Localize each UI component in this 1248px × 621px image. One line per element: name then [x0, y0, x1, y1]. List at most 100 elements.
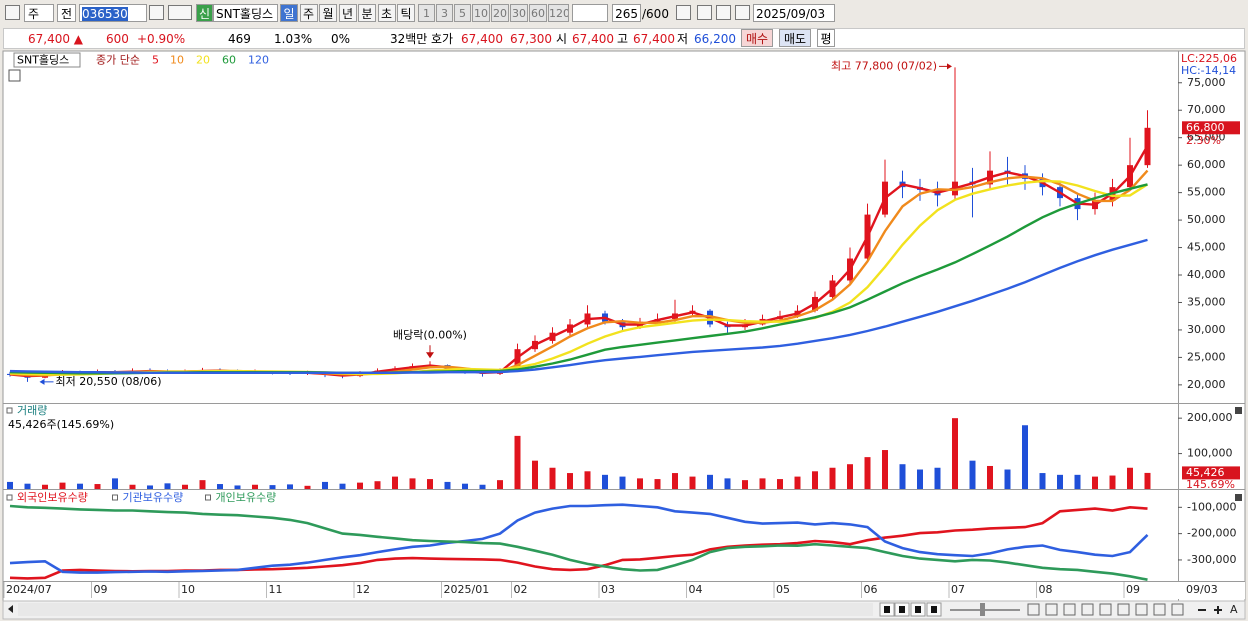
volume-bar: [672, 473, 678, 489]
playback-glyph: [899, 606, 905, 613]
volume-bar: [1144, 472, 1151, 489]
tool-icon[interactable]: [697, 5, 712, 20]
x-tick-label: 10: [181, 583, 195, 596]
sound-icon[interactable]: [168, 5, 192, 20]
tool-icon[interactable]: [676, 5, 691, 20]
x-tick-label: 07: [951, 583, 965, 596]
y-tick-label: 45,000: [1187, 241, 1226, 254]
date-input[interactable]: 2025/09/03: [753, 4, 835, 22]
x-tick-label: 03: [601, 583, 615, 596]
volume-bar: [1004, 469, 1011, 489]
y-tick-label: 200,000: [1187, 411, 1233, 424]
volume-bar: [7, 481, 13, 489]
footer-tool-icon: [1117, 603, 1130, 616]
period-button[interactable]: 월: [319, 4, 337, 22]
interval-button[interactable]: 60: [529, 4, 547, 22]
volume-bar: [199, 480, 206, 489]
close-icon: [1235, 407, 1242, 414]
close-icon: [1235, 494, 1242, 501]
legend-entry: 외국인보유수량: [17, 491, 88, 504]
volume-bar: [952, 418, 958, 489]
axis-note: HC:-14,14: [1181, 64, 1236, 77]
prev-button[interactable]: 전: [57, 4, 76, 22]
interval-button[interactable]: 3: [436, 4, 453, 22]
playback-glyph: [915, 606, 921, 613]
period-button[interactable]: 분: [358, 4, 376, 22]
interval-dropdown[interactable]: [572, 4, 608, 22]
legend-marker: [205, 494, 211, 501]
bid: 67,300: [510, 32, 552, 46]
high-label: 고: [617, 32, 629, 46]
x-tick-label: 2024/07: [6, 583, 52, 596]
volume-rate: 1.03%: [274, 32, 313, 46]
volume-bar: [322, 481, 328, 489]
font-button[interactable]: A: [1230, 603, 1238, 616]
volume-bar: [42, 484, 48, 489]
x-tick-label: 06: [864, 583, 878, 596]
interval-button[interactable]: 30: [510, 4, 528, 22]
x-tick-label: 02: [514, 583, 528, 596]
x-tick-label: 11: [269, 583, 283, 596]
period-button[interactable]: 일: [280, 4, 298, 22]
volume-bar: [1057, 474, 1063, 489]
change: 600: [106, 32, 129, 46]
x-tick-label: 2025/01: [444, 583, 490, 596]
change-rate: +0.90%: [137, 32, 186, 46]
y-tick-label: -100,000: [1187, 500, 1236, 513]
period-button[interactable]: 주: [299, 4, 318, 22]
code-input[interactable]: 036530: [79, 4, 147, 22]
last-price-tag-box: [1182, 121, 1240, 135]
settings-icon[interactable]: [735, 5, 750, 20]
sell-button[interactable]: 매도: [779, 29, 811, 47]
footer-tool-icon: [1153, 603, 1166, 616]
legend-ma-label: 종가 단순: [96, 54, 140, 67]
low: 66,200: [694, 32, 736, 46]
last-change-tag: 2.30%: [1186, 134, 1221, 147]
volume-bar: [969, 460, 976, 489]
interval-button[interactable]: 120: [548, 4, 569, 22]
buy-button[interactable]: 매수: [741, 29, 773, 47]
legend-marker: [6, 494, 13, 501]
interval-button[interactable]: 20: [491, 4, 509, 22]
volume-bar: [847, 464, 853, 489]
volume-bar: [112, 478, 118, 489]
volume-bar: [829, 467, 836, 489]
count-input[interactable]: 265: [612, 4, 641, 22]
search-icon[interactable]: [149, 5, 164, 20]
volume-bar: [514, 435, 521, 489]
x-tick-label: 04: [689, 583, 703, 596]
interval-button[interactable]: 1: [418, 4, 435, 22]
avg-button[interactable]: 평: [817, 29, 835, 47]
legend-entry: 기관보유수량: [123, 491, 184, 504]
new-badge: 신: [196, 4, 213, 22]
menu-icon[interactable]: [5, 5, 20, 20]
volume-bar: [1127, 467, 1133, 489]
price: 67,400 ▲: [28, 32, 84, 46]
ask: 67,400: [461, 32, 503, 46]
scroll-left: [8, 605, 13, 613]
period-button[interactable]: 초: [377, 4, 396, 22]
volume-bar: [864, 457, 871, 489]
interval-button[interactable]: 10: [472, 4, 490, 22]
period-button[interactable]: 틱: [397, 4, 415, 22]
volume-bar: [252, 484, 258, 489]
interval-button[interactable]: 5: [454, 4, 471, 22]
volume-bar: [777, 479, 783, 489]
legend-marker: [112, 494, 118, 501]
y-tick-label: 70,000: [1187, 103, 1226, 116]
high-annotation: 최고 77,800 (07/02): [831, 59, 937, 72]
market-select[interactable]: 주: [24, 4, 54, 22]
volume-bar: [182, 484, 188, 489]
volume-bar: [532, 460, 538, 489]
x-axis-band: [4, 582, 1245, 599]
volume-bar: [689, 476, 696, 489]
save-icon[interactable]: [716, 5, 731, 20]
y-tick-label: -200,000: [1187, 527, 1236, 540]
stock-name[interactable]: SNT홀딩스: [213, 4, 278, 22]
volume-bar: [602, 474, 608, 489]
period-button[interactable]: 년: [338, 4, 357, 22]
footer-tool-icon: [1171, 603, 1184, 616]
volume-bar: [77, 483, 83, 489]
volume-bar: [1092, 476, 1098, 489]
